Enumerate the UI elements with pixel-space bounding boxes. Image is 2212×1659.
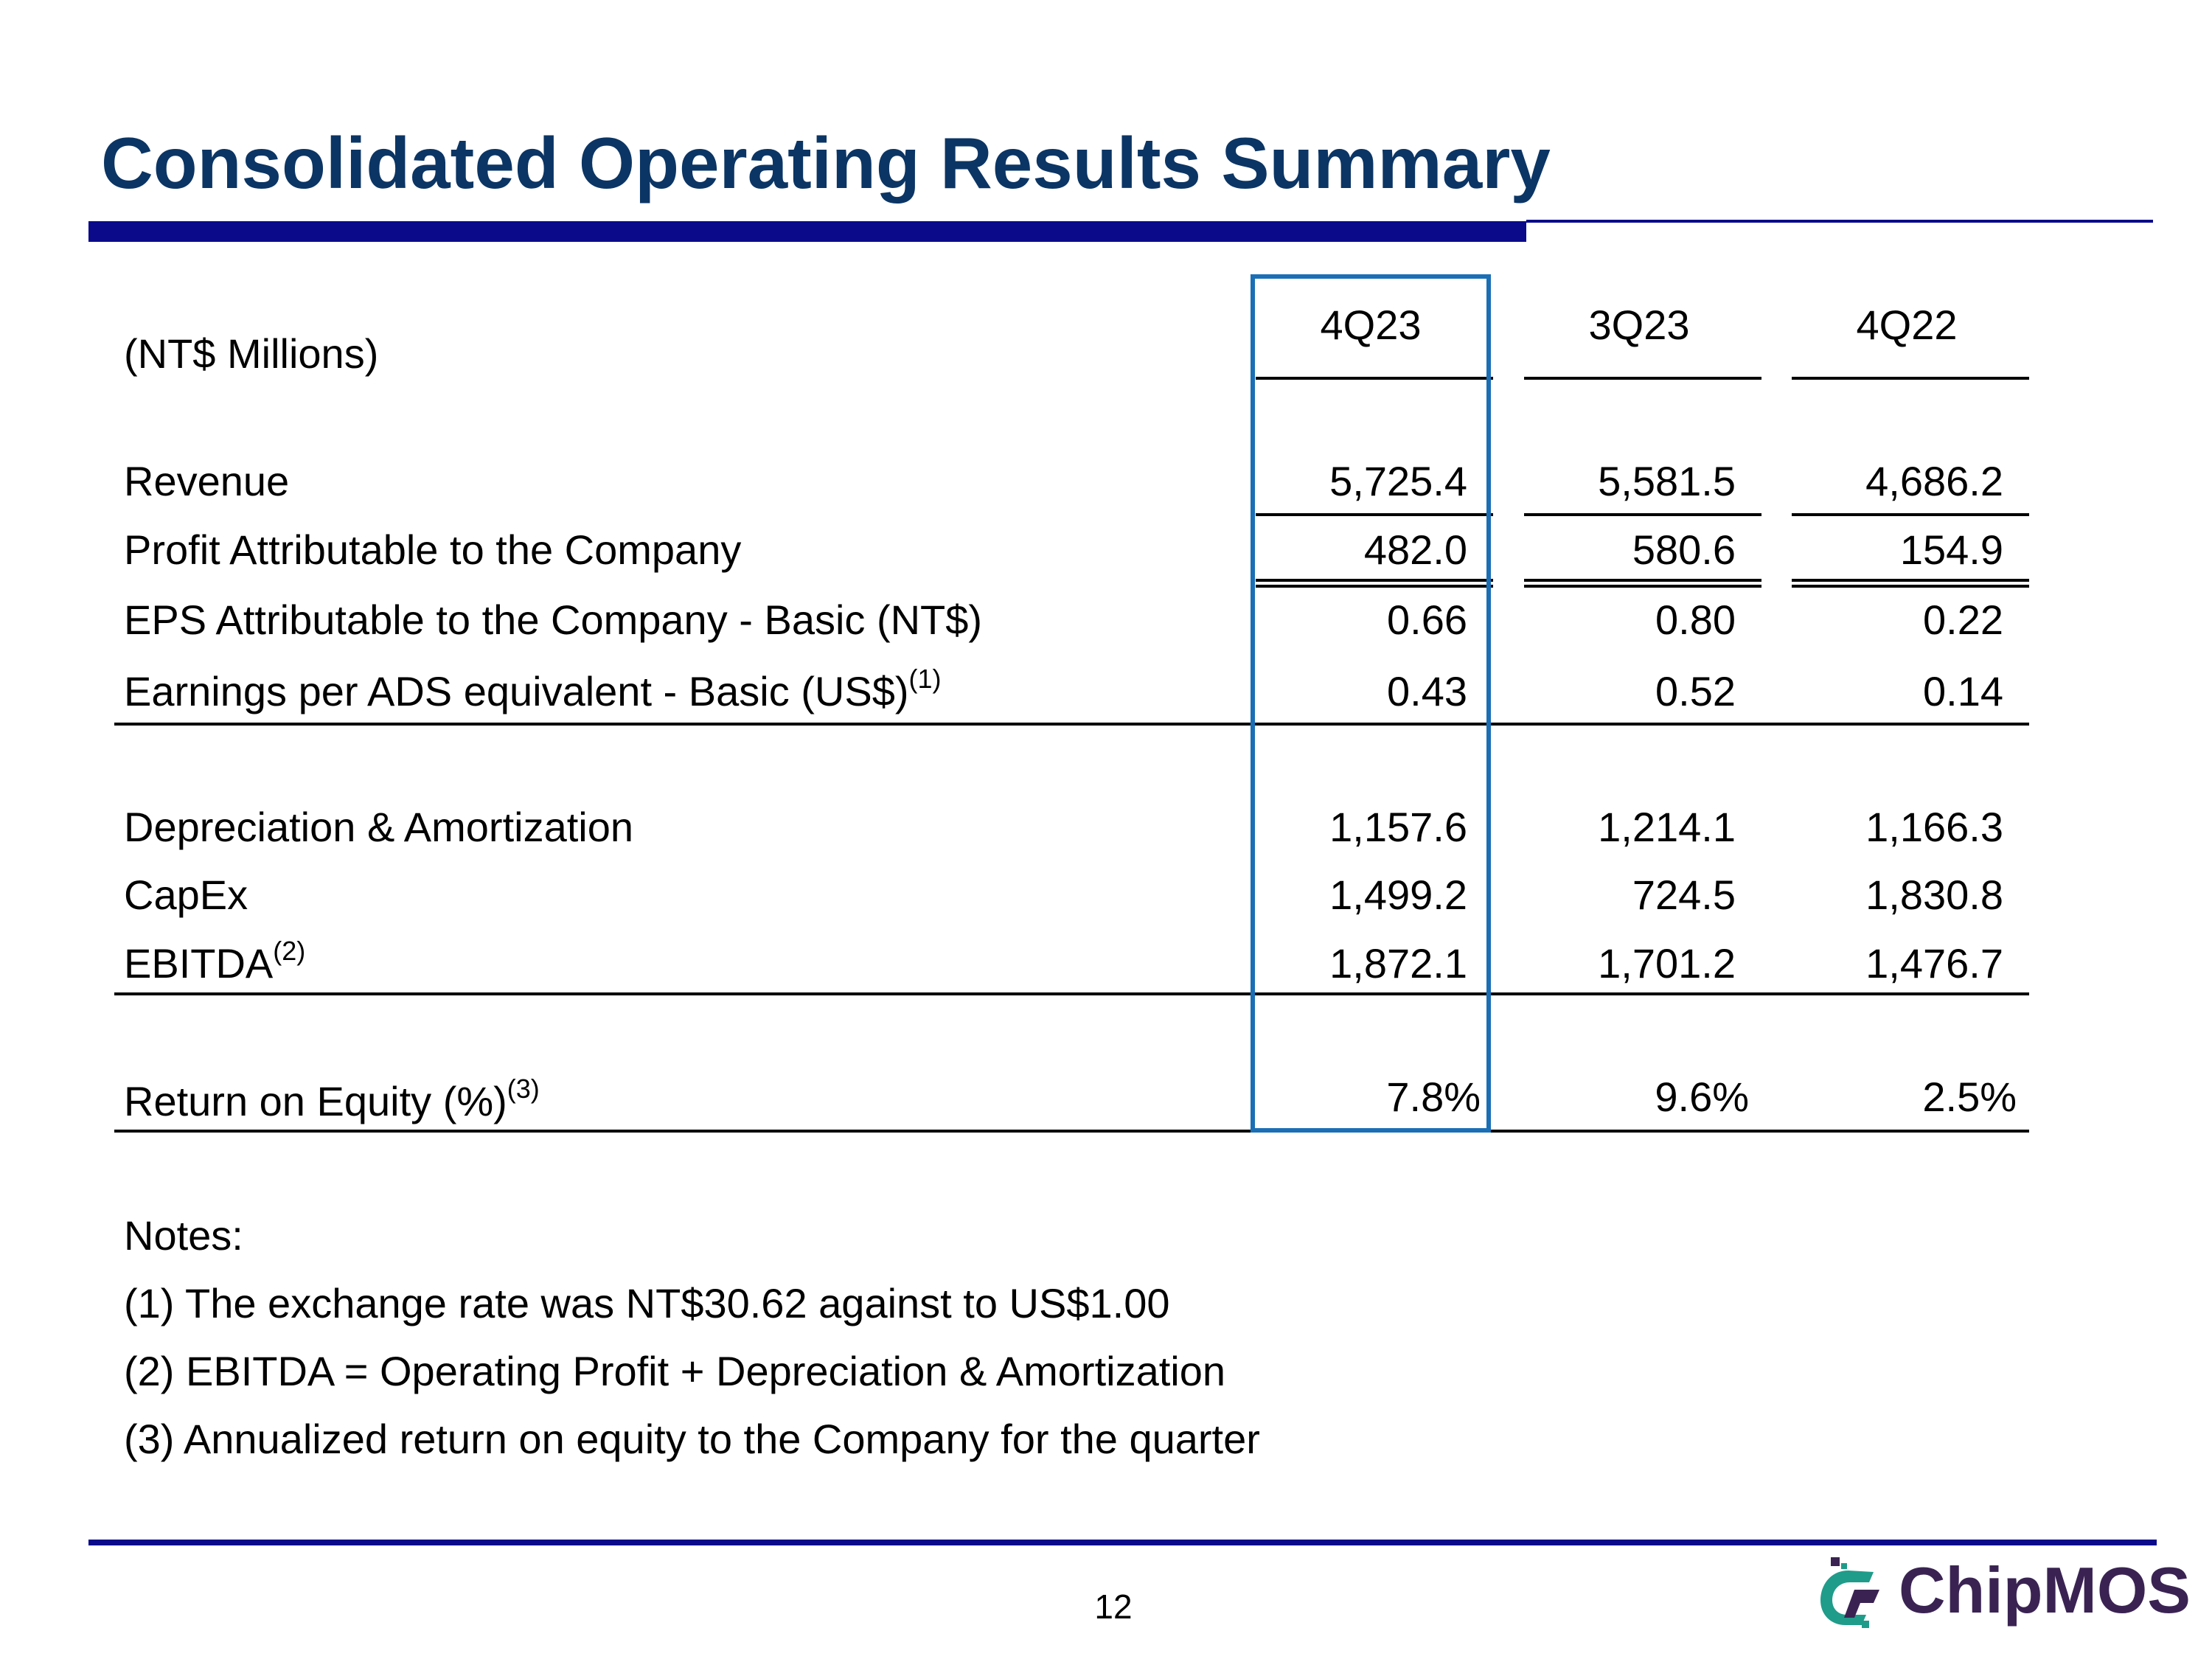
- title-underline-bar: [88, 221, 1526, 242]
- table-cell: 724.5: [1632, 872, 1736, 918]
- table-cell: 580.6: [1632, 526, 1736, 573]
- table-cell: 1,166.3: [1865, 804, 2003, 850]
- table-cell: 9.6%: [1655, 1074, 1749, 1120]
- double-rule: [1256, 579, 1493, 588]
- subtotal-rule: [1256, 513, 1493, 516]
- table-cell: 1,214.1: [1598, 804, 1736, 850]
- column-header-3q23: 3Q23: [1588, 302, 1690, 348]
- header-underline: [1256, 377, 1493, 380]
- table-cell: 1,872.1: [1329, 940, 1467, 987]
- row-label-depreciation: Depreciation & Amortization: [124, 804, 634, 850]
- table-cell: 0.22: [1923, 597, 2003, 643]
- note-item: (1) The exchange rate was NT$30.62 again…: [124, 1280, 1170, 1326]
- table-cell: 2.5%: [1922, 1074, 2017, 1120]
- page-number: 12: [1094, 1587, 1133, 1626]
- table-cell: 1,701.2: [1598, 940, 1736, 987]
- row-label-capex: CapEx: [124, 872, 248, 918]
- footer-rule: [88, 1540, 2157, 1545]
- table-cell: 4,686.2: [1865, 458, 2003, 504]
- section-divider: [114, 1130, 2029, 1133]
- table-cell: 0.66: [1387, 597, 1467, 643]
- table-cell: 7.8%: [1386, 1074, 1481, 1120]
- logo-mark-icon: [1820, 1557, 1879, 1628]
- row-label-revenue: Revenue: [124, 458, 290, 504]
- double-rule: [1524, 579, 1761, 588]
- footnote-ref: (2): [273, 936, 306, 966]
- table-cell: 0.14: [1923, 668, 2003, 714]
- footnote-ref: (3): [507, 1074, 540, 1104]
- subtotal-rule: [1524, 513, 1761, 516]
- row-label-ebitda: EBITDA(2): [124, 936, 306, 987]
- table-cell: 1,476.7: [1865, 940, 2003, 987]
- subtotal-rule: [1792, 513, 2029, 516]
- header-underline: [1524, 377, 1761, 380]
- note-item: (2) EBITDA = Operating Profit + Deprecia…: [124, 1348, 1226, 1394]
- title-underline-thin: [1526, 220, 2153, 223]
- section-divider: [114, 992, 2029, 995]
- table-cell: 1,157.6: [1329, 804, 1467, 850]
- table-cell: 154.9: [1899, 526, 2003, 573]
- notes-heading: Notes:: [124, 1212, 243, 1259]
- row-label-eps: EPS Attributable to the Company - Basic …: [124, 597, 983, 643]
- footnote-ref: (1): [908, 664, 942, 694]
- unit-label: (NT$ Millions): [124, 330, 379, 377]
- column-header-4q23: 4Q23: [1320, 302, 1422, 348]
- column-header-4q22: 4Q22: [1856, 302, 1958, 348]
- company-logo: ChipMOS: [1810, 1554, 2191, 1635]
- note-item: (3) Annualized return on equity to the C…: [124, 1416, 1260, 1462]
- row-label-profit: Profit Attributable to the Company: [124, 526, 742, 573]
- table-cell: 5,581.5: [1598, 458, 1736, 504]
- table-cell: 482.0: [1363, 526, 1467, 573]
- current-quarter-highlight: [1251, 274, 1491, 1133]
- table-cell: 5,725.4: [1329, 458, 1467, 504]
- double-rule: [1792, 579, 2029, 588]
- page-title: Consolidated Operating Results Summary: [101, 122, 1551, 204]
- table-cell: 1,830.8: [1865, 872, 2003, 918]
- table-cell: 0.43: [1387, 668, 1467, 714]
- section-divider: [114, 723, 2029, 726]
- table-cell: 0.52: [1655, 668, 1736, 714]
- row-label-roe: Return on Equity (%)(3): [124, 1074, 540, 1124]
- table-cell: 0.80: [1655, 597, 1736, 643]
- logo-wordmark: ChipMOS: [1899, 1554, 2191, 1627]
- row-label-ads: Earnings per ADS equivalent - Basic (US$…: [124, 664, 942, 714]
- header-underline: [1792, 377, 2029, 380]
- table-cell: 1,499.2: [1329, 872, 1467, 918]
